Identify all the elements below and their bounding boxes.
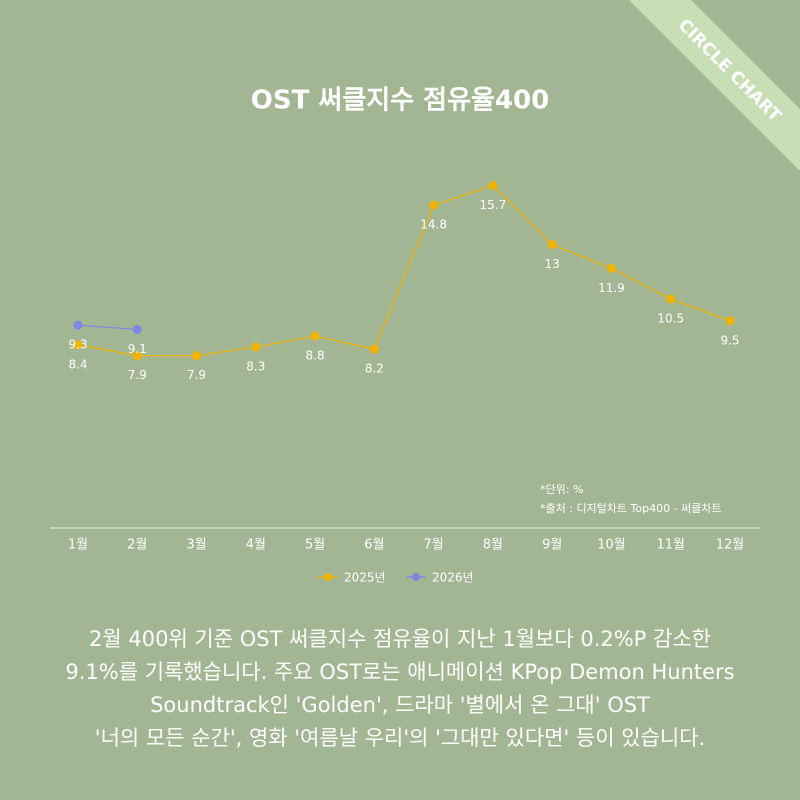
data-label: 7.9 [128, 368, 147, 382]
data-label: 8.2 [365, 362, 384, 376]
x-tick-label: 8월 [483, 538, 503, 553]
description-line: '너의 모든 순간', 영화 '여름날 우리'의 '그대만 있다면' 등이 있습… [95, 726, 705, 750]
point [132, 325, 142, 335]
data-label: 9.5 [720, 333, 739, 347]
data-label: 13 [545, 257, 560, 271]
point [369, 344, 379, 354]
point [192, 351, 202, 361]
data-label: 7.9 [187, 368, 206, 382]
point [725, 316, 735, 326]
point [310, 331, 320, 341]
point [251, 342, 261, 352]
point [547, 239, 557, 249]
point [73, 320, 83, 330]
data-label: 8.8 [306, 349, 325, 363]
point [666, 294, 676, 304]
legend-marker [324, 573, 332, 581]
x-tick-label: 6월 [364, 538, 384, 553]
x-tick-label: 5월 [305, 538, 325, 553]
point [488, 181, 498, 191]
description-line: 9.1%를 기록했습니다. 주요 OST로는 애니메이션 KPop Demon … [65, 660, 734, 684]
x-tick-label: 7월 [424, 538, 444, 553]
data-label: 10.5 [657, 311, 684, 325]
series-line [77, 324, 138, 331]
data-label: 14.8 [420, 218, 447, 232]
x-tick-label: 12월 [716, 538, 745, 553]
x-tick-label: 1월 [68, 538, 88, 553]
chart-title: OST 써클지수 점유율400 [251, 86, 549, 116]
point [606, 263, 616, 273]
data-label: 8.3 [246, 359, 265, 373]
point [73, 340, 83, 350]
x-tick-label: 3월 [186, 538, 206, 553]
data-label: 11.9 [598, 281, 625, 295]
data-label: 8.4 [68, 357, 87, 371]
legend-label: 2026년 [432, 571, 474, 585]
data-label: 9.1 [128, 342, 147, 356]
point [132, 351, 142, 361]
description-line: Soundtrack인 'Golden', 드라마 '별에서 온 그대' OST [150, 693, 650, 717]
x-tick-label: 4월 [246, 538, 266, 553]
x-tick-label: 10월 [597, 538, 626, 553]
legend-label: 2025년 [344, 571, 386, 585]
note: *출처 : 디지털차트 Top400 - 써클차트 [540, 502, 722, 515]
note: *단위: % [540, 483, 583, 496]
ribbon [629, 0, 800, 171]
point [429, 200, 439, 210]
description-line: 2월 400위 기준 OST 써클지수 점유율이 지난 1월보다 0.2%P 감… [89, 627, 711, 651]
description: 2월 400위 기준 OST 써클지수 점유율이 지난 1월보다 0.2%P 감… [65, 627, 734, 750]
series-line [77, 184, 731, 357]
legend-marker [412, 573, 420, 581]
x-tick-label: 9월 [542, 538, 562, 553]
data-label: 9.3 [68, 338, 87, 352]
x-tick-label: 2월 [127, 538, 147, 553]
data-label: 15.7 [480, 198, 507, 212]
x-tick-label: 11월 [656, 538, 685, 553]
